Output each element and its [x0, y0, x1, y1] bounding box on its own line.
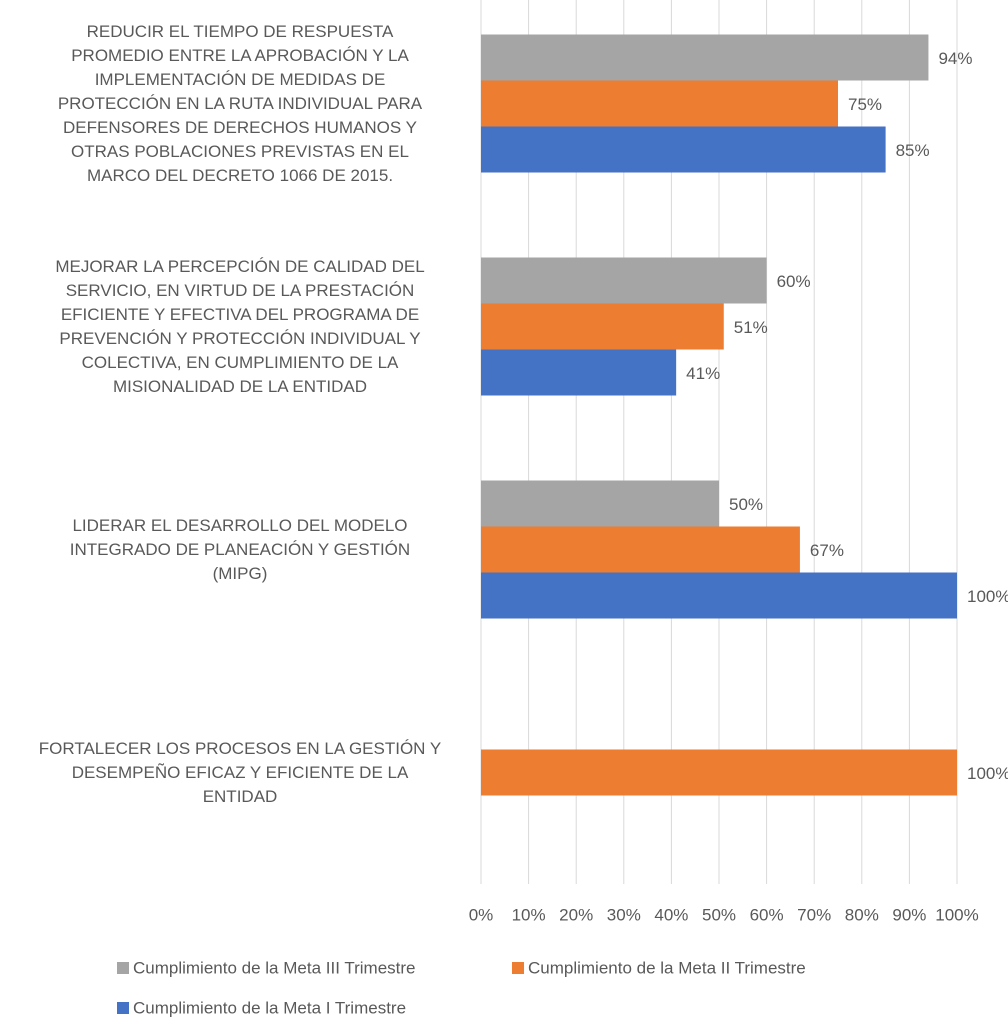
x-tick-label: 70%	[797, 905, 831, 924]
category-label: MEJORAR LA PERCEPCIÓN DE CALIDAD DEL SER…	[55, 256, 425, 396]
x-tick-label: 20%	[559, 905, 593, 924]
bar	[481, 572, 957, 619]
x-tick-label: 50%	[702, 905, 736, 924]
data-label: 85%	[896, 141, 930, 160]
bar	[481, 480, 719, 527]
legend-swatch	[117, 1002, 129, 1014]
x-tick-label: 60%	[750, 905, 784, 924]
data-label: 60%	[777, 272, 811, 291]
bar	[481, 80, 838, 127]
bar	[481, 126, 886, 173]
x-tick-label: 10%	[512, 905, 546, 924]
x-tick-label: 80%	[845, 905, 879, 924]
category-label: FORTALECER LOS PROCESOS EN LA GESTIÓN Y …	[38, 738, 442, 806]
x-tick-label: 90%	[892, 905, 926, 924]
data-label: 51%	[734, 318, 768, 337]
x-tick-label: 100%	[935, 905, 978, 924]
data-label: 67%	[810, 541, 844, 560]
x-tick-label: 30%	[607, 905, 641, 924]
x-tick-label: 0%	[469, 905, 494, 924]
bar	[481, 349, 677, 396]
legend-label: Cumplimiento de la Meta II Trimestre	[528, 958, 806, 977]
bar	[481, 749, 957, 796]
category-label: LIDERAR EL DESARROLLO DEL MODELO INTEGRA…	[69, 515, 411, 583]
bar	[481, 303, 724, 350]
legend-swatch	[117, 962, 129, 974]
bar	[481, 257, 767, 304]
category-label: REDUCIR EL TIEMPO DE RESPUESTA PROMEDIO …	[57, 21, 423, 185]
data-label: 94%	[938, 49, 972, 68]
data-label: 100%	[967, 587, 1008, 606]
bar	[481, 34, 929, 81]
x-tick-label: 40%	[654, 905, 688, 924]
legend-label: Cumplimiento de la Meta I Trimestre	[133, 998, 406, 1017]
data-label: 100%	[967, 764, 1008, 783]
bar	[481, 526, 800, 573]
legend-label: Cumplimiento de la Meta III Trimestre	[133, 958, 415, 977]
data-label: 75%	[848, 95, 882, 114]
data-label: 41%	[686, 364, 720, 383]
data-label: 50%	[729, 495, 763, 514]
legend-swatch	[512, 962, 524, 974]
